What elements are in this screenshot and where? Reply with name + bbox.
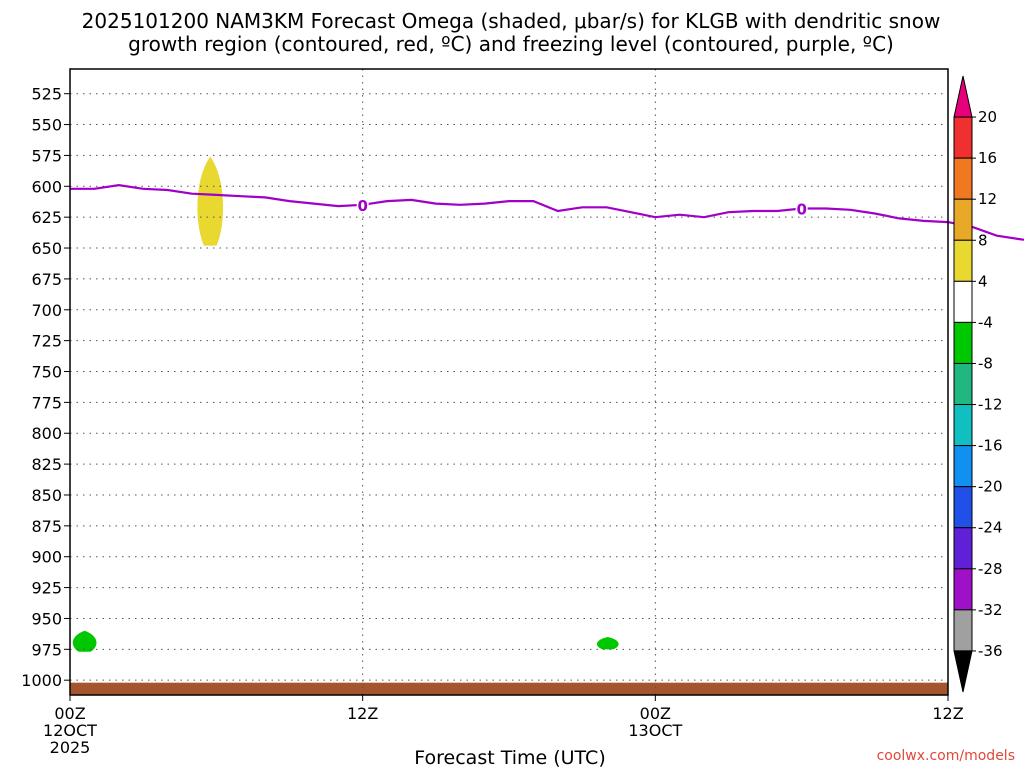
colorbar-label-12: -32 — [978, 601, 1003, 619]
colorbar-swatch-5 — [953, 280, 973, 323]
freezing-label-bg — [795, 199, 808, 217]
colorbar-label-2: 12 — [978, 190, 997, 208]
ytick-label-625: 625 — [31, 208, 62, 227]
x-axis-label: Forecast Time (UTC) — [414, 747, 605, 768]
colorbar-top-arrow — [953, 75, 973, 118]
colorbar-label-13: -36 — [978, 642, 1003, 660]
y-axis-ticks: 525 550 575 600 625 650 675 700 725 750 775 800 825 8… — [21, 85, 70, 690]
omega-shading — [72, 156, 619, 652]
ytick-label-1000: 1000 — [21, 671, 62, 690]
colorbar-label-7: -12 — [978, 396, 1003, 414]
ytick-label-675: 675 — [31, 270, 62, 289]
freezing-level-label: 0 — [357, 197, 367, 215]
freezing-level-label: 0 — [796, 201, 806, 219]
colorbar-swatch-6 — [953, 321, 973, 364]
colorbar-swatch-12 — [953, 568, 973, 611]
ytick-label-700: 700 — [31, 301, 62, 320]
chart-title-line2: growth region (contoured, red, ºC) and f… — [128, 32, 894, 56]
colorbar-label-5: -4 — [978, 313, 993, 331]
ytick-label-875: 875 — [31, 517, 62, 536]
colorbar-swatch-13 — [953, 609, 973, 652]
colorbar-bottom-arrow — [953, 650, 973, 693]
ytick-label-900: 900 — [31, 548, 62, 567]
colorbar-swatch-3 — [953, 198, 973, 241]
colorbar-swatch-4 — [953, 239, 973, 282]
colorbar-label-3: 8 — [978, 231, 988, 249]
omega-region-4-0 — [197, 156, 224, 246]
xtick-label-36-0: 12Z — [932, 704, 963, 723]
colorbar-label-6: -8 — [978, 354, 993, 372]
ytick-label-575: 575 — [31, 146, 62, 165]
colorbar-swatch-7 — [953, 362, 973, 406]
ground-fill — [70, 682, 948, 695]
plot-frame — [69, 68, 949, 696]
colorbar-swatch-8 — [953, 404, 973, 447]
ytick-label-550: 550 — [31, 116, 62, 135]
colorbar-swatch-2 — [953, 157, 973, 200]
colorbar-label-9: -20 — [978, 478, 1003, 496]
ground-strip — [70, 682, 948, 695]
ytick-label-950: 950 — [31, 609, 62, 628]
ytick-label-775: 775 — [31, 393, 62, 412]
colorbar-swatch-11 — [953, 527, 973, 570]
ytick-label-800: 800 — [31, 424, 62, 443]
colorbar-label-8: -16 — [978, 437, 1003, 455]
ytick-label-600: 600 — [31, 177, 62, 196]
colorbar-swatch-10 — [953, 486, 973, 529]
colorbar: 20 16 12 8 4 -4 -8 -12 -16 -20 -24 -28 -32 -36 — [953, 75, 1003, 693]
xtick-label-12-0: 12Z — [347, 704, 378, 723]
ytick-label-925: 925 — [31, 579, 62, 598]
colorbar-label-10: -24 — [978, 519, 1003, 537]
colorbar-label-0: 20 — [978, 108, 997, 126]
ytick-label-525: 525 — [31, 85, 62, 104]
omega-region-neg4-5 — [596, 636, 619, 650]
grid-lines — [70, 69, 948, 695]
omega-region-neg4-4 — [72, 630, 97, 652]
x-axis-ticks: 00Z12OCT202512Z00Z13OCT12Z00Z14OCT12Z — [43, 695, 964, 757]
colorbar-label-11: -28 — [978, 560, 1003, 578]
chart-title-line1: 2025101200 NAM3KM Forecast Omega (shaded… — [82, 9, 941, 33]
xtick-label-24-0: 00Z — [640, 704, 671, 723]
freezing-label-bg — [356, 195, 369, 213]
freezing-level: 000 — [70, 183, 1024, 241]
colorbar-label-1: 16 — [978, 149, 997, 167]
ytick-label-750: 750 — [31, 363, 62, 382]
xtick-label-24-1: 13OCT — [628, 721, 682, 740]
ytick-label-725: 725 — [31, 332, 62, 351]
ytick-label-850: 850 — [31, 486, 62, 505]
credit-text[interactable]: coolwx.com/models — [877, 748, 1015, 764]
xtick-label-0-0: 00Z — [54, 704, 85, 723]
colorbar-label-4: 4 — [978, 272, 988, 290]
xtick-label-0-1: 12OCT — [43, 721, 97, 740]
colorbar-swatch-9 — [953, 445, 973, 488]
ytick-label-825: 825 — [31, 455, 62, 474]
colorbar-swatch-1 — [953, 116, 973, 159]
ytick-label-975: 975 — [31, 640, 62, 659]
xtick-label-0-2: 2025 — [50, 738, 91, 757]
ytick-label-650: 650 — [31, 239, 62, 258]
